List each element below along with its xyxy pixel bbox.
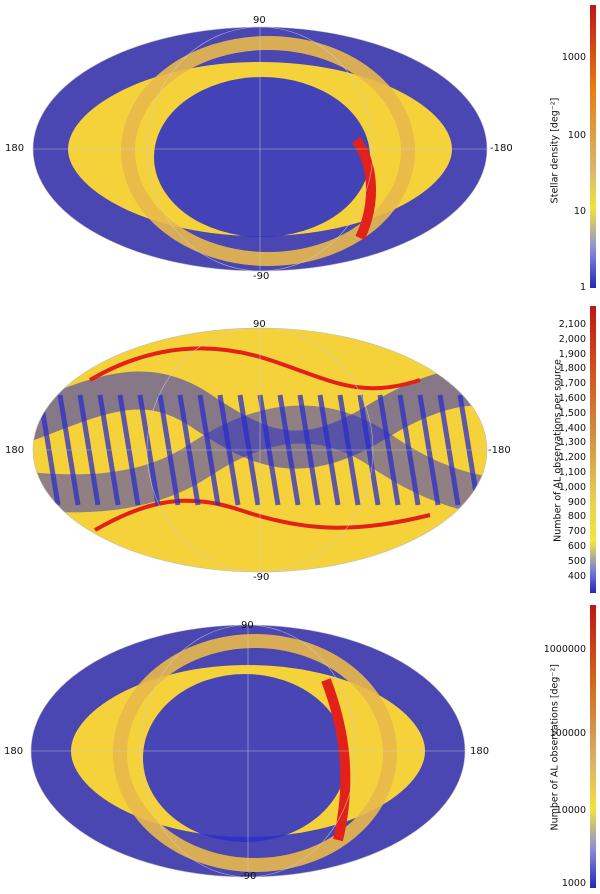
map-outline bbox=[30, 624, 466, 878]
high-coverage-line-bottom bbox=[94, 498, 431, 532]
cbar2-tick: 500 bbox=[567, 555, 586, 567]
cbar2-tick: 1,600 bbox=[558, 393, 586, 404]
lon-label-right: 180 bbox=[470, 746, 490, 757]
map-panel-al-density: 90 -90 180 180 1000000 100000 10000 1000… bbox=[0, 600, 600, 894]
map-outline bbox=[32, 327, 488, 573]
colorbar-stellar-density bbox=[590, 5, 596, 288]
lon-label-right: -180 bbox=[488, 445, 511, 456]
cbar2-tick: 400 bbox=[567, 570, 586, 582]
lon-label-left: 180 bbox=[5, 143, 25, 154]
map-outline bbox=[32, 26, 488, 272]
cbar2-tick: 1,100 bbox=[558, 467, 586, 478]
sky-map-al-observations bbox=[32, 327, 488, 573]
cbar2-tick: 600 bbox=[567, 541, 586, 552]
cbar3-tick-100000: 100000 bbox=[549, 728, 586, 739]
cbar2-tick: 1,300 bbox=[558, 437, 586, 449]
lon-label-right: -180 bbox=[490, 143, 513, 154]
cbar2-tick: 900 bbox=[567, 496, 586, 508]
cbar2-tick: 700 bbox=[567, 526, 586, 538]
lat-label-bottom: -90 bbox=[253, 271, 270, 282]
lat-label-bottom: -90 bbox=[240, 871, 257, 882]
lat-label-top: 90 bbox=[241, 620, 254, 631]
blue-inner-region bbox=[143, 674, 347, 842]
cbar2-tick: 2,100 bbox=[558, 319, 586, 330]
galactic-ring bbox=[121, 36, 415, 266]
dense-red-region bbox=[351, 136, 376, 241]
sky-map-al-density bbox=[30, 624, 466, 878]
colorbar-title-stellar-density: Stellar density [deg⁻²] bbox=[549, 97, 561, 204]
cbar3-tick-1000000: 1000000 bbox=[543, 644, 586, 655]
cbar3-tick-1000: 1000 bbox=[561, 878, 586, 889]
cbar2-tick: 2,000 bbox=[558, 333, 586, 345]
galactic-ring bbox=[113, 634, 397, 872]
cbar2-tick: 800 bbox=[567, 511, 586, 523]
cbar2-tick: 1,200 bbox=[558, 452, 586, 464]
lon-label-left: 180 bbox=[5, 445, 25, 456]
cbar1-tick-1: 1 bbox=[579, 282, 586, 293]
cbar1-tick-10: 10 bbox=[573, 206, 586, 217]
map-panel-stellar-density: 90 -90 180 -180 1000 100 10 1 Stellar de… bbox=[0, 0, 600, 300]
dense-red-region bbox=[321, 678, 351, 842]
map-panel-al-observations: 90 -90 180 -180 2,100 2,000 1,900 1,800 1,70… bbox=[0, 300, 600, 600]
high-coverage-line-top bbox=[88, 346, 421, 391]
cbar1-tick-100: 100 bbox=[567, 130, 586, 141]
scan-band-blue-2 bbox=[33, 405, 487, 515]
lat-label-top: 90 bbox=[253, 15, 266, 26]
colorbar-title-al-density: Number of AL observations [deg⁻²] bbox=[549, 664, 561, 831]
colorbar-title-al-observations: Number of AL observations per source bbox=[552, 359, 564, 542]
cbar2-tick: 1,400 bbox=[558, 422, 586, 434]
sky-map-stellar-density bbox=[32, 26, 488, 272]
lon-label-left: 180 bbox=[4, 746, 24, 757]
cbar2-tick: 1,000 bbox=[558, 481, 586, 493]
colorbar-al-density bbox=[590, 605, 596, 888]
colorbar-al-observations bbox=[590, 306, 596, 593]
lat-label-top: 90 bbox=[253, 319, 266, 330]
cbar2-tick: 1,800 bbox=[558, 363, 586, 375]
cbar3-tick-10000: 10000 bbox=[555, 805, 586, 816]
lat-label-bottom: -90 bbox=[253, 572, 270, 583]
cbar1-tick-1000: 1000 bbox=[561, 52, 586, 63]
cbar2-tick: 1,500 bbox=[558, 407, 586, 419]
blue-inner-region bbox=[154, 77, 370, 237]
cbar2-tick: 1,700 bbox=[558, 378, 586, 390]
cbar2-tick: 1,900 bbox=[558, 348, 586, 360]
